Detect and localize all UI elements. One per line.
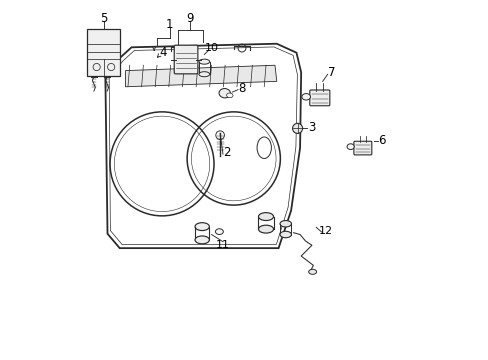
Text: 8: 8 bbox=[238, 82, 245, 95]
FancyBboxPatch shape bbox=[87, 30, 120, 76]
Text: 2: 2 bbox=[223, 146, 230, 159]
Ellipse shape bbox=[219, 89, 230, 98]
FancyBboxPatch shape bbox=[174, 45, 198, 74]
Ellipse shape bbox=[301, 94, 310, 100]
FancyBboxPatch shape bbox=[353, 141, 371, 155]
Text: 5: 5 bbox=[100, 12, 107, 25]
Ellipse shape bbox=[215, 229, 223, 234]
Ellipse shape bbox=[280, 231, 291, 238]
Circle shape bbox=[292, 123, 302, 134]
Ellipse shape bbox=[199, 59, 209, 64]
Ellipse shape bbox=[258, 225, 273, 233]
Ellipse shape bbox=[346, 144, 353, 149]
Ellipse shape bbox=[280, 221, 291, 227]
Text: 6: 6 bbox=[377, 134, 385, 147]
Text: 4: 4 bbox=[159, 46, 166, 59]
Text: 12: 12 bbox=[319, 226, 333, 236]
Ellipse shape bbox=[195, 223, 209, 230]
Ellipse shape bbox=[199, 72, 209, 77]
Ellipse shape bbox=[258, 213, 273, 221]
Ellipse shape bbox=[195, 236, 209, 244]
Polygon shape bbox=[125, 65, 276, 87]
FancyBboxPatch shape bbox=[309, 90, 329, 106]
Text: 10: 10 bbox=[204, 43, 218, 53]
Text: 3: 3 bbox=[307, 121, 315, 134]
Ellipse shape bbox=[226, 93, 233, 98]
Text: 11: 11 bbox=[216, 239, 229, 249]
Text: 9: 9 bbox=[186, 12, 193, 25]
Text: 7: 7 bbox=[327, 66, 334, 79]
Ellipse shape bbox=[308, 269, 316, 274]
Text: 1: 1 bbox=[166, 18, 173, 31]
